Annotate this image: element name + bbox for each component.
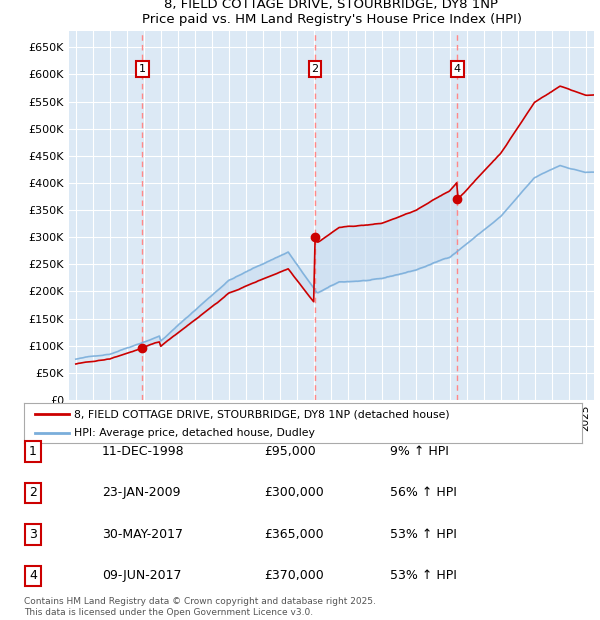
Text: 53% ↑ HPI: 53% ↑ HPI [390,570,457,582]
Text: £370,000: £370,000 [264,570,324,582]
Text: 8, FIELD COTTAGE DRIVE, STOURBRIDGE, DY8 1NP (detached house): 8, FIELD COTTAGE DRIVE, STOURBRIDGE, DY8… [74,409,450,419]
Text: £300,000: £300,000 [264,487,324,499]
Text: 3: 3 [29,528,37,541]
Text: 4: 4 [454,64,461,74]
Text: Contains HM Land Registry data © Crown copyright and database right 2025.
This d: Contains HM Land Registry data © Crown c… [24,598,376,617]
Text: £365,000: £365,000 [264,528,323,541]
Text: 1: 1 [139,64,146,74]
Text: 56% ↑ HPI: 56% ↑ HPI [390,487,457,499]
Text: 1: 1 [29,445,37,458]
Text: 2: 2 [29,487,37,499]
Text: 23-JAN-2009: 23-JAN-2009 [102,487,181,499]
Text: 30-MAY-2017: 30-MAY-2017 [102,528,183,541]
Title: 8, FIELD COTTAGE DRIVE, STOURBRIDGE, DY8 1NP
Price paid vs. HM Land Registry's H: 8, FIELD COTTAGE DRIVE, STOURBRIDGE, DY8… [142,0,521,25]
Text: 2: 2 [311,64,319,74]
Text: 9% ↑ HPI: 9% ↑ HPI [390,445,449,458]
Text: 11-DEC-1998: 11-DEC-1998 [102,445,185,458]
Text: 53% ↑ HPI: 53% ↑ HPI [390,528,457,541]
Text: £95,000: £95,000 [264,445,316,458]
Text: 4: 4 [29,570,37,582]
Text: 09-JUN-2017: 09-JUN-2017 [102,570,182,582]
Text: HPI: Average price, detached house, Dudley: HPI: Average price, detached house, Dudl… [74,428,315,438]
